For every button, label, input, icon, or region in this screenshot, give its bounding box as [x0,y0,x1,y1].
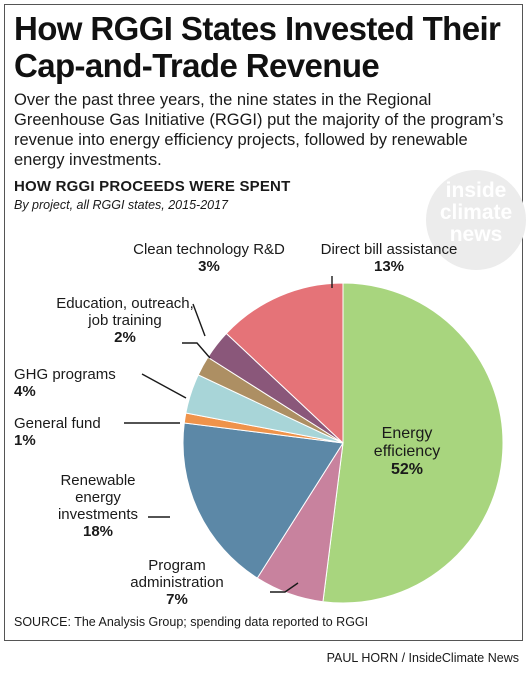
leader-line-education-outreach-job-training [182,342,211,359]
slice-value-education-outreach-job-training: 2% [114,329,136,346]
slice-label-ghg-programs: GHG programs [14,366,116,383]
credit-line: PAUL HORN / InsideClimate News [326,651,519,665]
leader-line-program-administration [270,582,299,593]
slice-label-general-fund: General fund [14,415,101,432]
slice-value-clean-technology-r-d: 3% [198,258,220,275]
slice-label-clean-technology-r-d: Clean technology R&D [133,241,285,258]
pie-slice-renewable-energy-investments [182,422,344,579]
intro-paragraph: Over the past three years, the nine stat… [14,91,504,169]
chart-frame [4,4,523,641]
source-note: SOURCE: The Analysis Group; spending dat… [14,615,369,629]
page-title: How RGGI States Invested Their Cap-and-T… [14,10,519,84]
slice-value-ghg-programs: 4% [14,383,36,400]
slice-label-energy-efficiency: Energy efficiency [374,425,440,460]
chart-title: HOW RGGI PROCEEDS WERE SPENT [14,178,291,195]
pie-slice-direct-bill-assistance [225,282,344,445]
logo-line-3: news [449,223,503,246]
slice-label-renewable-energy-investments: Renewable energy investments [58,472,138,523]
slice-label-education-outreach-job-training: Education, outreach, job training [56,295,194,329]
slice-label-direct-bill-assistance: Direct bill assistance [321,241,458,258]
slice-value-program-administration: 7% [166,591,188,608]
leader-line-ghg-programs [141,373,187,399]
title-line-2: Cap-and-Trade Revenue [14,47,380,84]
pie-slice-energy-efficiency [322,282,504,604]
logo-line-1: inside [445,179,507,202]
slice-label-program-administration: Program administration [130,557,223,591]
slice-value-general-fund: 1% [14,432,36,449]
insideclimate-news-logo: inside climate news [426,170,526,270]
leader-line-clean-technology-r-d [192,303,206,337]
chart-subtitle: By project, all RGGI states, 2015-2017 [14,198,228,212]
logo-line-2: climate [439,201,513,224]
slice-value-direct-bill-assistance: 13% [374,258,404,275]
slice-value-renewable-energy-investments: 18% [83,523,113,540]
slice-value-energy-efficiency: 52% [391,461,423,478]
title-line-1: How RGGI States Invested Their [14,10,501,47]
